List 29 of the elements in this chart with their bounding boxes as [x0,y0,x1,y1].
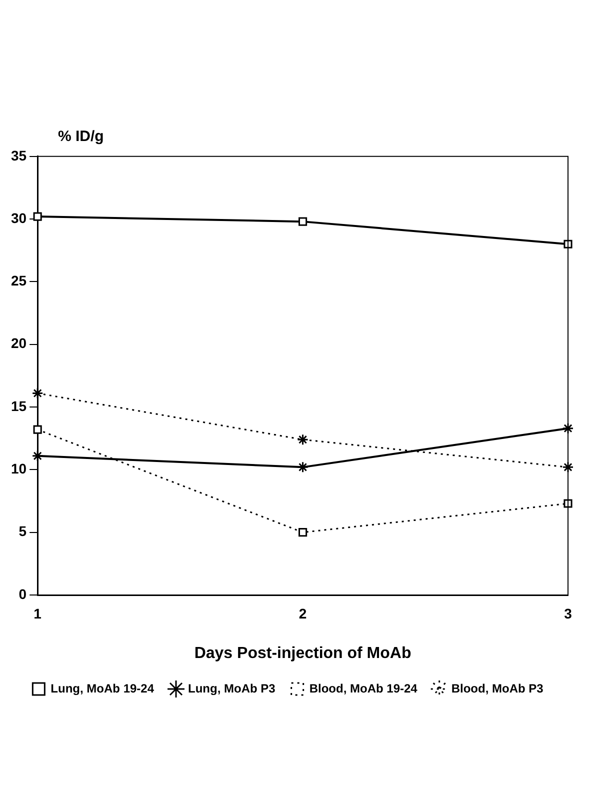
point [32,450,44,462]
point [297,461,309,473]
legend-label: Lung, MoAb 19-24 [50,681,154,696]
x-tick-label: 3 [564,605,572,622]
legend-label: Blood, MoAb 19-24 [309,681,418,696]
point [298,217,308,226]
point [297,434,309,446]
point [32,387,44,399]
y-axis-title: % ID/g [58,128,105,145]
y-tick-label: 20 [10,335,27,352]
x-tick-label: 2 [298,605,307,622]
legend-label: Lung, MoAb P3 [188,681,276,696]
y-tick-label: 35 [10,147,27,164]
y-tick-label: 10 [10,460,27,477]
point [298,528,308,537]
y-tick-label: 30 [10,210,27,226]
point [564,240,572,248]
point [562,461,574,473]
point [33,212,42,221]
point [562,422,574,434]
x-axis-title: Days Post-injection of MoAb [194,644,412,662]
y-tick-label: 0 [18,586,27,602]
point [564,499,572,508]
y-tick-label: 15 [10,398,27,414]
point [33,425,42,434]
x-tick-label: 1 [34,605,42,622]
y-tick-label: 25 [10,272,27,289]
legend-label: Blood, MoAb P3 [451,681,544,696]
y-tick-label: 5 [18,523,27,540]
